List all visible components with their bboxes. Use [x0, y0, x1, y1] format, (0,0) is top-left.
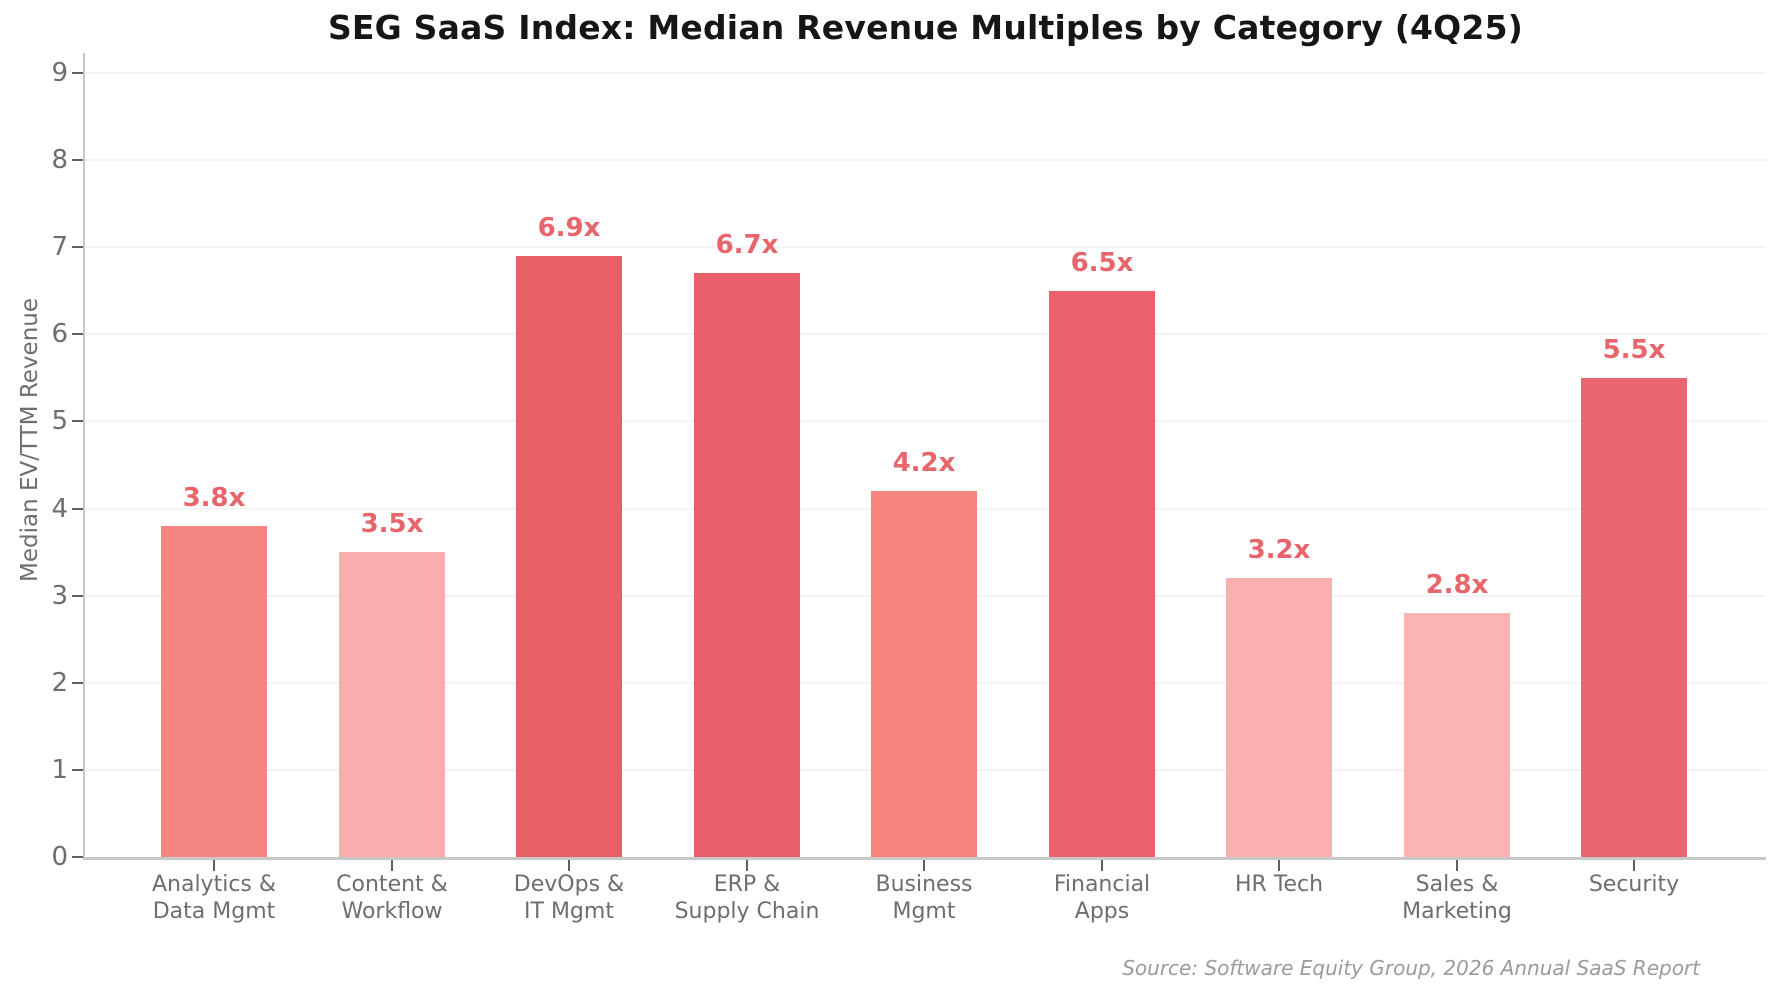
- x-axis-tick-label: DevOps & IT Mgmt: [469, 871, 669, 925]
- y-axis-tick-label: 0: [51, 842, 68, 872]
- x-axis-tick-label-line: Financial: [1053, 872, 1151, 897]
- x-axis-tick-label-line: Marketing: [1402, 899, 1512, 924]
- y-axis-tick: [72, 856, 85, 858]
- bar-value-label: 2.8x: [1425, 570, 1489, 600]
- gridline: [85, 246, 1766, 248]
- y-axis-tick: [72, 508, 85, 510]
- bar: [694, 273, 800, 857]
- bar-value-label: 6.7x: [715, 230, 779, 260]
- gridline: [85, 72, 1766, 74]
- y-axis-tick-label: 1: [51, 755, 68, 785]
- y-axis-tick: [72, 333, 85, 335]
- y-axis-tick-label: 5: [51, 406, 68, 436]
- bar: [871, 491, 977, 857]
- x-axis-tick-label-line: DevOps &: [513, 872, 625, 897]
- x-axis-tick-label-line: Business: [875, 872, 973, 897]
- x-axis-tick-label-line: Mgmt: [892, 899, 956, 924]
- y-axis-tick: [72, 246, 85, 248]
- x-axis-tick-label-line: Content &: [336, 872, 448, 897]
- y-axis-tick-label: 4: [51, 494, 68, 524]
- x-axis-tick: [568, 860, 570, 871]
- y-axis-tick: [72, 595, 85, 597]
- x-axis-tick-label-line: Sales &: [1415, 872, 1499, 897]
- x-axis-tick: [1633, 860, 1635, 871]
- bar: [161, 526, 267, 857]
- bar: [1226, 578, 1332, 857]
- bar: [516, 256, 622, 857]
- bar-value-label: 3.5x: [360, 509, 424, 539]
- bar: [1581, 378, 1687, 857]
- x-axis-tick: [1456, 860, 1458, 871]
- y-axis-tick-label: 7: [51, 232, 68, 262]
- x-axis-tick: [746, 860, 748, 871]
- x-axis-tick-label: Financial Apps: [1002, 871, 1202, 925]
- y-axis-tick: [72, 682, 85, 684]
- y-axis-tick-label: 9: [51, 58, 68, 88]
- x-axis-tick-label-line: ERP &: [713, 872, 781, 897]
- x-axis-tick-label: HR Tech: [1179, 871, 1379, 898]
- x-axis-tick-label-line: Supply Chain: [674, 899, 820, 924]
- bar: [1049, 291, 1155, 857]
- y-axis-tick-label: 2: [51, 668, 68, 698]
- y-axis-tick-label: 6: [51, 319, 68, 349]
- x-axis-line: [83, 857, 1766, 860]
- chart-title: SEG SaaS Index: Median Revenue Multiples…: [327, 8, 1524, 47]
- x-axis-tick-label-line: Apps: [1074, 899, 1130, 924]
- x-axis-tick-label-line: Data Mgmt: [152, 899, 276, 924]
- bar-value-label: 5.5x: [1602, 335, 1666, 365]
- x-axis-tick-label-line: HR Tech: [1234, 872, 1324, 897]
- gridline: [85, 333, 1766, 335]
- x-axis-tick-label: Content & Workflow: [292, 871, 492, 925]
- y-axis-line: [83, 53, 85, 857]
- x-axis-tick-label: Analytics & Data Mgmt: [114, 871, 314, 925]
- x-axis-tick-label-line: Workflow: [341, 899, 443, 924]
- bar-value-label: 4.2x: [892, 448, 956, 478]
- bar-value-label: 6.9x: [537, 213, 601, 243]
- x-axis-tick-label: Business Mgmt: [824, 871, 1024, 925]
- gridline: [85, 159, 1766, 161]
- bar-value-label: 6.5x: [1070, 248, 1134, 278]
- y-axis-tick: [72, 769, 85, 771]
- x-axis-tick-label: Sales & Marketing: [1357, 871, 1557, 925]
- x-axis-tick: [213, 860, 215, 871]
- bar: [339, 552, 445, 857]
- x-axis-tick-label: ERP & Supply Chain: [647, 871, 847, 925]
- bar-value-label: 3.2x: [1247, 535, 1311, 565]
- y-axis-tick: [72, 159, 85, 161]
- x-axis-tick-label-line: IT Mgmt: [524, 899, 614, 924]
- gridline: [85, 420, 1766, 422]
- x-axis-tick: [1278, 860, 1280, 871]
- y-axis-tick: [72, 72, 85, 74]
- x-axis-tick-label: Security: [1534, 871, 1734, 898]
- x-axis-tick: [391, 860, 393, 871]
- y-axis-tick-label: 8: [51, 145, 68, 175]
- x-axis-tick: [1101, 860, 1103, 871]
- y-axis-tick-label: 3: [51, 581, 68, 611]
- x-axis-tick: [923, 860, 925, 871]
- bar: [1404, 613, 1510, 857]
- x-axis-tick-label-line: Security: [1588, 872, 1680, 897]
- source-note: Source: Software Equity Group, 2026 Annu…: [1122, 956, 1700, 980]
- bar-value-label: 3.8x: [182, 483, 246, 513]
- x-axis-tick-label-line: Analytics &: [151, 872, 277, 897]
- y-axis-tick: [72, 420, 85, 422]
